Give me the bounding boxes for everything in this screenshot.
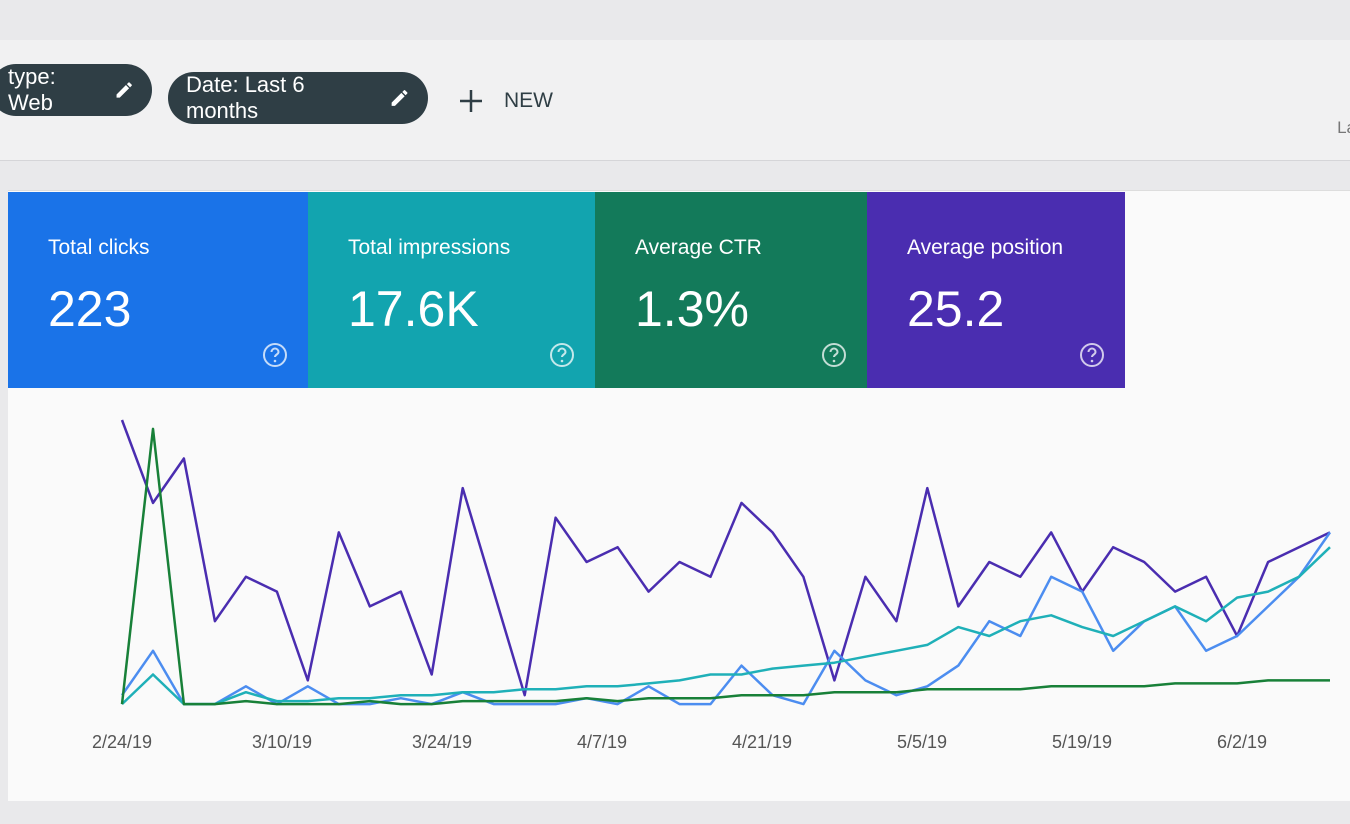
new-button[interactable]: NEW — [458, 88, 553, 114]
x-tick-label: 3/24/19 — [412, 732, 472, 752]
metric-card[interactable]: Total impressions 17.6K — [308, 192, 595, 388]
series-line — [120, 531, 1332, 706]
series-line — [121, 546, 1331, 706]
x-tick-label: 6/2/19 — [1217, 732, 1267, 752]
new-label: NEW — [504, 89, 553, 112]
x-tick-label: 5/19/19 — [1052, 732, 1112, 752]
metric-title: Total impressions — [348, 236, 511, 259]
cut-off-text: La — [1337, 118, 1350, 137]
x-tick-label: 4/7/19 — [577, 732, 627, 752]
metric-value: 223 — [48, 281, 132, 337]
help-icon[interactable] — [821, 342, 847, 368]
chart: 2/24/19 3/10/19 3/24/19 4/7/19 4/21/19 5/5/19… — [92, 419, 1332, 752]
plus-icon — [460, 90, 482, 112]
metric-title: Average CTR — [635, 236, 762, 259]
chip-label: type: Web — [8, 64, 56, 115]
filter-bar: type: Web Date: Last 6 months — [0, 40, 1350, 161]
metric-value: 1.3% — [635, 281, 749, 337]
filter-chip[interactable]: Date: Last 6 months — [168, 72, 428, 124]
series-line — [120, 419, 1331, 697]
metric-value: 25.2 — [907, 281, 1005, 337]
filter-chip[interactable]: type: Web — [0, 64, 152, 116]
metric-cards: Total clicks 223 Total impressions 17.6K Ave… — [8, 192, 1125, 388]
x-tick-label: 2/24/19 — [92, 732, 152, 752]
x-tick-label: 5/5/19 — [897, 732, 947, 752]
edit-icon — [116, 82, 132, 98]
chip-label: Date: Last 6 months — [186, 72, 305, 123]
metric-value: 17.6K — [348, 281, 479, 337]
help-icon[interactable] — [1079, 342, 1105, 368]
help-icon[interactable] — [549, 342, 575, 368]
metric-title: Total clicks — [48, 236, 150, 259]
series-line — [120, 427, 1330, 706]
metric-card[interactable]: Average position 25.2 — [867, 192, 1125, 388]
x-tick-label: 3/10/19 — [252, 732, 312, 752]
metric-title: Average position — [907, 236, 1064, 259]
help-icon[interactable] — [262, 342, 288, 368]
edit-icon — [391, 90, 408, 106]
metric-card[interactable]: Total clicks 223 — [8, 192, 308, 388]
metric-card[interactable]: Average CTR 1.3% — [595, 192, 867, 388]
x-tick-label: 4/21/19 — [732, 732, 792, 752]
